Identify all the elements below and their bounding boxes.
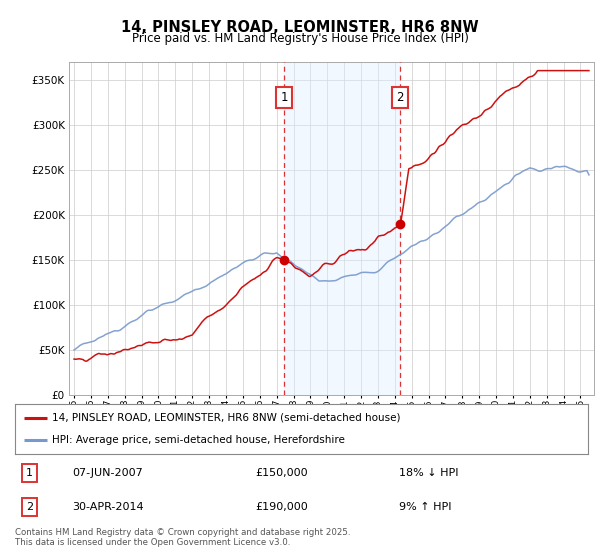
Text: £190,000: £190,000 <box>256 502 308 512</box>
Text: £150,000: £150,000 <box>256 468 308 478</box>
Text: 1: 1 <box>26 468 33 478</box>
Bar <box>284 62 400 395</box>
Text: Price paid vs. HM Land Registry's House Price Index (HPI): Price paid vs. HM Land Registry's House … <box>131 32 469 45</box>
Text: 1: 1 <box>280 91 288 104</box>
Text: HPI: Average price, semi-detached house, Herefordshire: HPI: Average price, semi-detached house,… <box>52 435 345 445</box>
Text: 14, PINSLEY ROAD, LEOMINSTER, HR6 8NW (semi-detached house): 14, PINSLEY ROAD, LEOMINSTER, HR6 8NW (s… <box>52 413 401 423</box>
Text: 07-JUN-2007: 07-JUN-2007 <box>73 468 143 478</box>
Text: 14, PINSLEY ROAD, LEOMINSTER, HR6 8NW: 14, PINSLEY ROAD, LEOMINSTER, HR6 8NW <box>121 20 479 35</box>
Text: Contains HM Land Registry data © Crown copyright and database right 2025.
This d: Contains HM Land Registry data © Crown c… <box>15 528 350 547</box>
Text: 2: 2 <box>397 91 404 104</box>
Text: 2: 2 <box>26 502 33 512</box>
Text: 18% ↓ HPI: 18% ↓ HPI <box>399 468 458 478</box>
Text: 9% ↑ HPI: 9% ↑ HPI <box>399 502 451 512</box>
Text: 30-APR-2014: 30-APR-2014 <box>73 502 144 512</box>
